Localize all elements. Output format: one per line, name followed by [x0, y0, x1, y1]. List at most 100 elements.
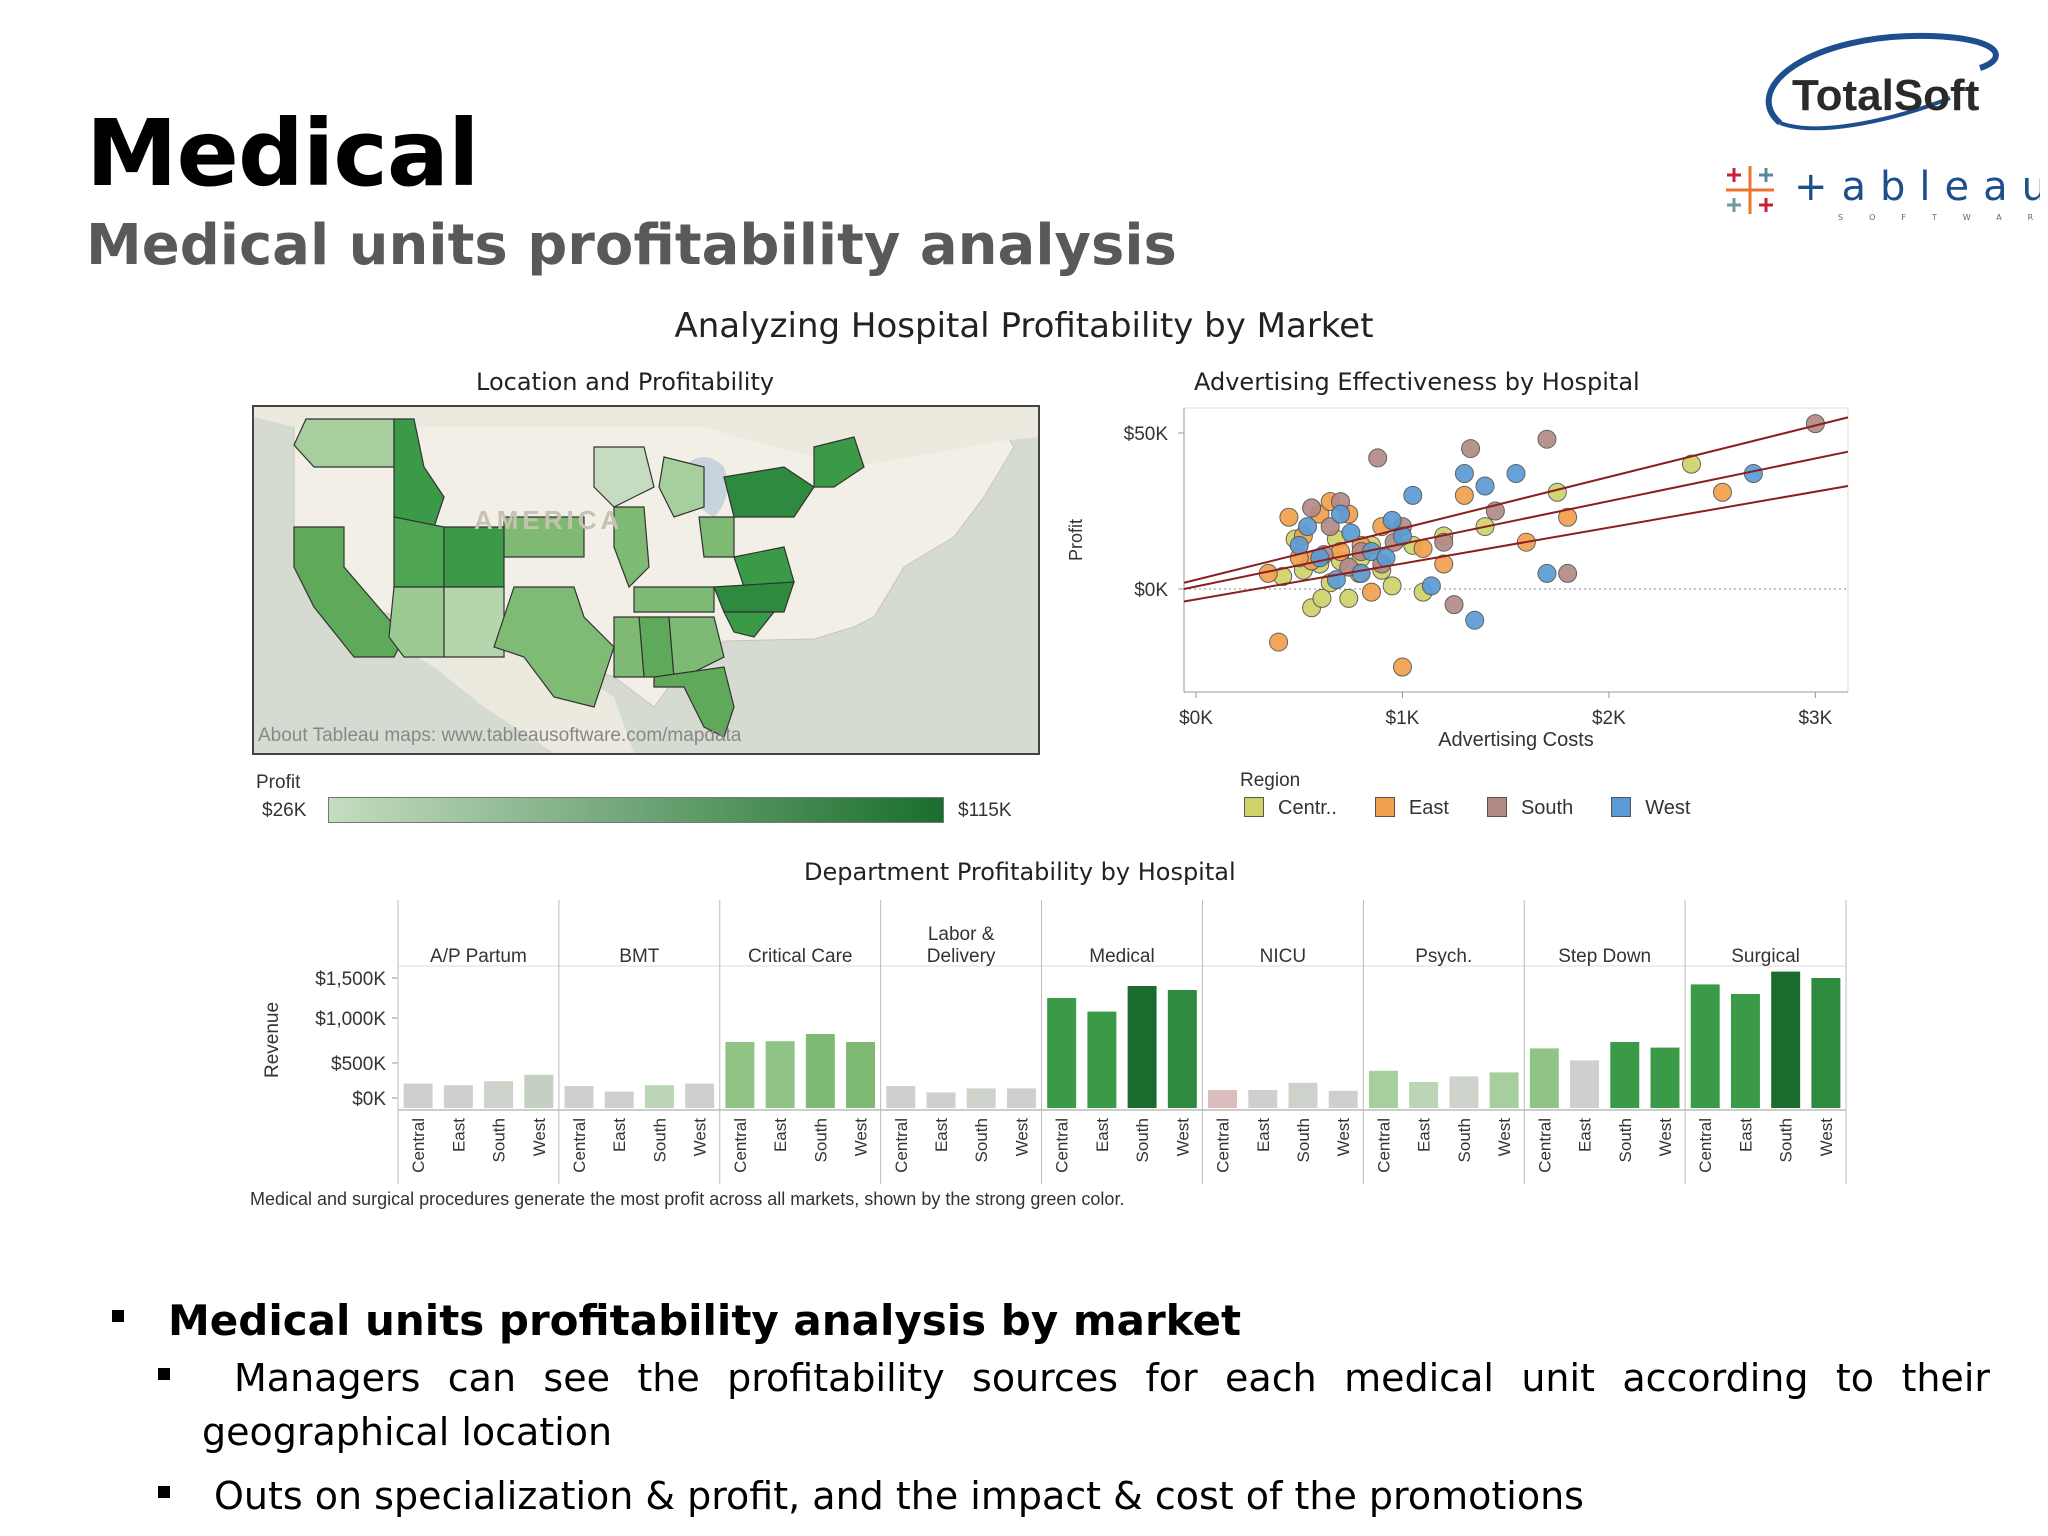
- bar-y-axis-label: Revenue: [262, 1002, 283, 1078]
- dept-bar: [1167, 990, 1197, 1108]
- state-ca: [293, 526, 405, 658]
- state-az: [388, 586, 445, 658]
- scatter-x-tick-label: $3K: [1798, 708, 1832, 729]
- scatter-point: [1421, 576, 1441, 596]
- region-legend-item[interactable]: Centr..: [1244, 797, 1337, 820]
- region-tick-label: East: [1093, 1118, 1112, 1152]
- region-legend-label: South: [1520, 797, 1574, 819]
- sub-bullet-2: Outs on specialization & profit, and the…: [214, 1474, 1584, 1518]
- region-tick-label: Central: [570, 1118, 589, 1173]
- sub-bullet-marker: [158, 1486, 170, 1498]
- dept-bar: [1650, 1047, 1680, 1108]
- department-bar-chart[interactable]: $1,500K $1,000K $500K $0K Revenue A/P Partum C…: [0, 0, 2048, 1200]
- region-tick-label: Central: [731, 1118, 750, 1173]
- region-tick-label: Central: [1374, 1118, 1393, 1173]
- region-tick-label: Central: [1214, 1118, 1233, 1173]
- dept-bar: [926, 1092, 956, 1108]
- dept-bar: [1570, 1060, 1600, 1108]
- dept-bar: [1248, 1090, 1278, 1108]
- region-tick-label: East: [1415, 1118, 1434, 1152]
- state-sc: [723, 611, 776, 638]
- profit-legend-max: $115K: [958, 800, 1012, 821]
- scatter-point: [1475, 476, 1495, 496]
- scatter-point: [1382, 576, 1402, 596]
- region-tick-label: South: [1616, 1118, 1635, 1162]
- dept-bar: [1690, 984, 1720, 1108]
- region-tick-label: West: [852, 1118, 871, 1157]
- region-tick-label: East: [1254, 1118, 1273, 1152]
- state-nc: [713, 581, 795, 613]
- dept-bar: [1771, 971, 1801, 1108]
- state-il: [613, 506, 650, 589]
- region-tick-label: West: [1656, 1118, 1675, 1157]
- scatter-point: [1403, 485, 1423, 505]
- dept-header-label: Step Down: [1558, 946, 1651, 967]
- dept-bar: [1811, 978, 1841, 1108]
- region-tick-label: Central: [892, 1118, 911, 1173]
- state-tx: [493, 586, 615, 708]
- bar-y-tick-label: $1,500K: [315, 969, 386, 990]
- dept-bar: [1208, 1090, 1238, 1108]
- dept-header-label: Surgical: [1731, 946, 1800, 967]
- region-legend-item[interactable]: West: [1611, 797, 1690, 820]
- profit-legend-min: $26K: [262, 800, 307, 821]
- scatter-point: [1681, 454, 1701, 474]
- dept-bar: [1006, 1088, 1036, 1108]
- scatter-point: [1465, 610, 1485, 630]
- state-ne-states: [813, 436, 865, 488]
- scatter-point: [1297, 517, 1317, 537]
- dept-header-label: BMT: [619, 946, 660, 967]
- region-tick-label: West: [1495, 1118, 1514, 1157]
- dept-bar: [644, 1085, 674, 1108]
- scatter-point: [1320, 517, 1340, 537]
- region-tick-label: East: [449, 1118, 468, 1152]
- totalsoft-logo-text: TotalSoft: [1792, 71, 1980, 120]
- slide-subtitle: Medical units profitability analysis: [86, 213, 1177, 278]
- scatter-point: [1312, 588, 1332, 608]
- totalsoft-logo: TotalSoft: [1765, 32, 1999, 131]
- scatter-x-tick-label: $2K: [1592, 708, 1626, 729]
- tableau-logo: +ableau SOFTWARE: [1726, 164, 2040, 222]
- state-fl: [653, 666, 735, 738]
- region-tick-label: South: [650, 1118, 669, 1162]
- dept-bar: [1288, 1082, 1318, 1108]
- tableau-logo-text: +ableau: [1794, 164, 2040, 210]
- scatter-trend-line: [1183, 450, 1849, 590]
- dept-header-label: A/P Partum: [430, 946, 527, 967]
- region-legend-item[interactable]: East: [1374, 797, 1449, 820]
- dept-bar: [443, 1085, 473, 1108]
- dept-bar: [564, 1086, 594, 1108]
- dept-bar: [484, 1081, 514, 1108]
- state-nm: [443, 586, 505, 658]
- scatter-point: [1392, 657, 1412, 677]
- dept-bar: [1087, 1011, 1117, 1108]
- scatter-y-tick-label: $0K: [1134, 580, 1168, 601]
- bar-y-tick-label: $500K: [331, 1054, 386, 1075]
- dept-bar: [1529, 1048, 1559, 1108]
- scatter-point: [1331, 504, 1351, 524]
- bullet-marker: [112, 1310, 124, 1322]
- region-tick-label: East: [610, 1118, 629, 1152]
- region-legend-item[interactable]: South: [1486, 797, 1574, 820]
- scatter-point: [1279, 507, 1299, 527]
- advertising-scatter-chart[interactable]: $50K $0K $0K $1K $2K $3K Advertising Costs Prof…: [0, 0, 2048, 760]
- dept-header-label: Delivery: [927, 946, 996, 967]
- scatter-point: [1454, 464, 1474, 484]
- scatter-y-axis-label: Profit: [1066, 519, 1086, 561]
- scatter-point: [1454, 485, 1474, 505]
- region-tick-label: West: [1334, 1118, 1353, 1157]
- dept-bar: [1047, 998, 1077, 1108]
- region-tick-label: Central: [1535, 1118, 1554, 1173]
- dept-bar: [524, 1074, 554, 1108]
- scatter-point: [1434, 554, 1454, 574]
- region-tick-label: South: [811, 1118, 830, 1162]
- dept-bar: [846, 1042, 876, 1108]
- dept-bar: [805, 1034, 835, 1108]
- region-legend-label: West: [1645, 797, 1691, 819]
- us-profit-map[interactable]: AMERICA: [252, 405, 1040, 755]
- region-legend-label: East: [1408, 797, 1449, 819]
- slide-title: Medical: [86, 100, 479, 207]
- state-ga: [668, 616, 725, 678]
- scatter-trend-line: [1183, 416, 1849, 584]
- region-swatch: [1486, 797, 1507, 817]
